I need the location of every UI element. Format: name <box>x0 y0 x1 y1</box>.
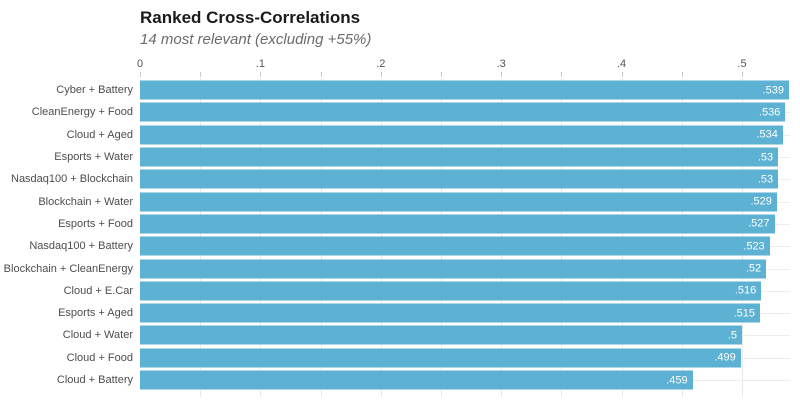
category-label: Esports + Water <box>54 151 133 164</box>
x-tick-mark <box>380 72 382 77</box>
bar-row: Cloud + E.Car .516 <box>0 280 790 302</box>
bar-value-label: .523 <box>743 240 765 253</box>
bar: .515 <box>140 303 761 323</box>
x-tick-mark <box>681 72 683 77</box>
bar: .523 <box>140 236 770 256</box>
bar-value-label: .499 <box>714 351 736 364</box>
bar-row: Cloud + Water .5 <box>0 324 790 346</box>
x-tick-label: .3 <box>496 58 506 70</box>
bar-row: Nasdaq100 + Battery .523 <box>0 235 790 257</box>
bar-row: Cloud + Food .499 <box>0 347 790 369</box>
bar-value-label: .529 <box>750 195 772 208</box>
bar: .529 <box>140 192 777 212</box>
bar: .52 <box>140 259 767 279</box>
bar: .53 <box>140 147 779 167</box>
x-tick-label: .5 <box>737 58 747 70</box>
category-label: Esports + Food <box>58 217 133 230</box>
category-label: Nasdaq100 + Blockchain <box>11 173 133 186</box>
x-tick-mark <box>621 72 623 77</box>
category-label: Blockchain + CleanEnergy <box>3 262 133 275</box>
bar-value-label: .53 <box>757 151 774 164</box>
bar-row: Cloud + Battery .459 <box>0 369 790 391</box>
x-tick-mark <box>742 72 743 77</box>
bar-value-label: .534 <box>756 128 778 141</box>
x-tick-mark <box>561 72 563 77</box>
x-tick-label: 0 <box>136 58 144 70</box>
category-label: CleanEnergy + Food <box>31 106 133 119</box>
chart-subtitle: 14 most relevant (excluding +55%) <box>140 31 372 48</box>
bar-row: Blockchain + Water .529 <box>0 191 790 213</box>
x-tick-mark <box>140 72 141 77</box>
bar-value-label: .516 <box>734 284 757 297</box>
bar-row: Esports + Food .527 <box>0 213 790 235</box>
bar-value-label: .539 <box>762 84 784 97</box>
bar-value-label: .515 <box>733 307 756 320</box>
x-tick-label: .2 <box>376 58 386 70</box>
x-tick-mark <box>260 72 262 77</box>
category-label: Esports + Aged <box>58 307 133 320</box>
bar-row: Cloud + Aged .534 <box>0 124 790 146</box>
x-tick-label: .4 <box>617 58 627 70</box>
bar-row: CleanEnergy + Food .536 <box>0 101 790 123</box>
category-label: Cloud + Water <box>62 329 133 342</box>
bar: .536 <box>140 102 786 122</box>
bar-row: Blockchain + CleanEnergy .52 <box>0 257 790 279</box>
category-label: Cloud + Aged <box>66 128 133 141</box>
x-tick-mark <box>320 72 322 77</box>
bar-value-label: .459 <box>666 374 688 387</box>
category-label: Cloud + Battery <box>56 374 133 387</box>
category-label: Blockchain + Water <box>38 195 133 208</box>
chart-title: Ranked Cross-Correlations <box>140 8 361 27</box>
x-tick-mark <box>501 72 503 77</box>
bar-row: Nasdaq100 + Blockchain .53 <box>0 168 790 190</box>
bar: .516 <box>140 281 762 301</box>
bar: .534 <box>140 125 783 145</box>
category-label: Nasdaq100 + Battery <box>29 240 133 253</box>
bar-value-label: .527 <box>748 217 770 230</box>
bar-value-label: .53 <box>757 173 774 186</box>
category-label: Cloud + Food <box>66 351 133 364</box>
bar: .527 <box>140 214 775 234</box>
bar: .459 <box>140 370 693 390</box>
x-tick-label: .1 <box>255 58 265 70</box>
bar: .499 <box>140 348 741 368</box>
category-label: Cloud + E.Car <box>63 284 133 297</box>
x-tick-mark <box>441 72 442 77</box>
bar: .53 <box>140 169 779 189</box>
x-tick-mark <box>200 72 202 77</box>
bar-value-label: .52 <box>745 262 762 275</box>
bar: .539 <box>140 80 789 100</box>
bar-value-label: .5 <box>727 329 737 342</box>
category-label: Cyber + Battery <box>56 84 133 97</box>
bar: .5 <box>140 325 742 345</box>
bar-row: Cyber + Battery .539 <box>0 79 790 101</box>
bar-row: Esports + Aged .515 <box>0 302 790 324</box>
bar-row: Esports + Water .53 <box>0 146 790 168</box>
bar-value-label: .536 <box>758 106 781 119</box>
